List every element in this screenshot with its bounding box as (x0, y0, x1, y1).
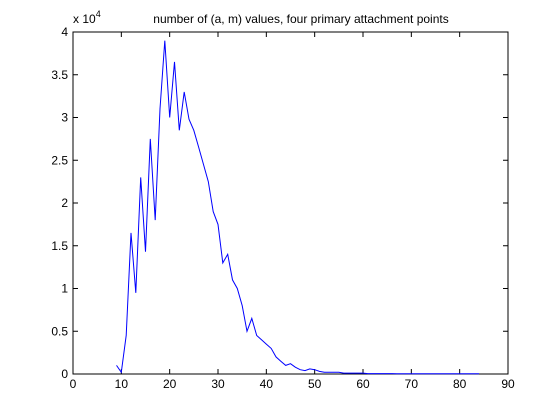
y-scale-multiplier: x 104 (73, 9, 101, 26)
x-tick-label: 80 (453, 377, 467, 391)
x-tick-label: 20 (163, 377, 177, 391)
x-tick-label: 40 (260, 377, 274, 391)
y-tick-label: 1 (61, 282, 68, 296)
x-tick-label: 60 (356, 377, 370, 391)
x-tick-label: 0 (70, 377, 77, 391)
y-tick-label: 2.5 (51, 153, 68, 167)
x-tick-label: 10 (115, 377, 129, 391)
y-tick-label: 2 (61, 196, 68, 210)
y-tick-labels: 0 0.5 1 1.5 2 2.5 3 3.5 4 (51, 25, 68, 381)
plot-area (72, 31, 509, 375)
y-tick-label: 1.5 (51, 239, 68, 253)
chart-title: number of (a, m) values, four primary at… (153, 12, 448, 26)
y-tick-label: 3 (61, 111, 68, 125)
x-tick-labels: 0 10 20 30 40 50 60 70 80 90 (70, 377, 515, 391)
x-tick-label: 50 (308, 377, 322, 391)
x-tick-label: 90 (501, 377, 515, 391)
x-tick-label: 70 (405, 377, 419, 391)
y-tick-label: 0.5 (51, 324, 68, 338)
y-tick-label: 0 (61, 367, 68, 381)
x-tick-label: 30 (211, 377, 225, 391)
series-line (116, 40, 479, 375)
y-scale-exponent: 4 (96, 9, 101, 19)
y-scale-base: x 10 (73, 12, 96, 26)
y-tick-label: 4 (61, 25, 68, 39)
y-tick-label: 3.5 (51, 68, 68, 82)
